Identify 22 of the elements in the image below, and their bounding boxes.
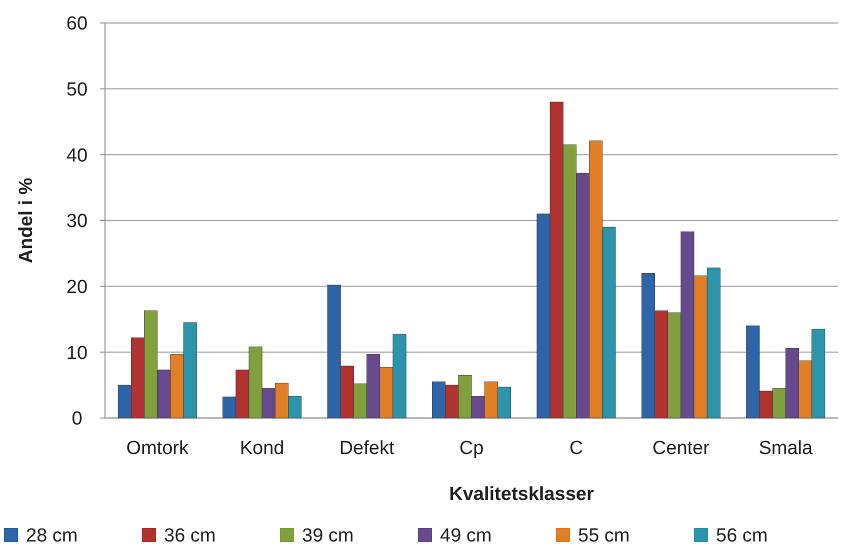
legend-label: 49 cm	[440, 526, 492, 547]
x-tick-label: Omtork	[126, 438, 189, 459]
x-axis-title: Kvalitetsklasser	[449, 484, 594, 505]
x-tick-label: Defekt	[339, 438, 395, 459]
y-tick-label: 30	[66, 211, 88, 232]
legend-label: 39 cm	[302, 526, 354, 547]
x-tick-label: Center	[652, 438, 710, 459]
y-tick-label: 40	[66, 145, 88, 166]
x-tick-label: Smala	[758, 438, 813, 459]
y-tick-label: 60	[66, 14, 88, 35]
y-axis-title: Andel i %	[16, 178, 37, 264]
y-tick-label: 10	[66, 342, 88, 364]
legend-label: 36 cm	[164, 526, 216, 547]
y-tick-label: 0	[72, 408, 82, 430]
x-tick-label: Cp	[459, 438, 484, 459]
legend-label: 55 cm	[578, 526, 630, 547]
x-tick-label: C	[569, 438, 584, 459]
x-tick-label: Kond	[240, 438, 284, 459]
legend-label: 56 cm	[716, 526, 768, 547]
y-tick-label: 50	[66, 79, 88, 100]
y-tick-label: 20	[66, 276, 88, 298]
legend-label: 28 cm	[26, 526, 78, 547]
